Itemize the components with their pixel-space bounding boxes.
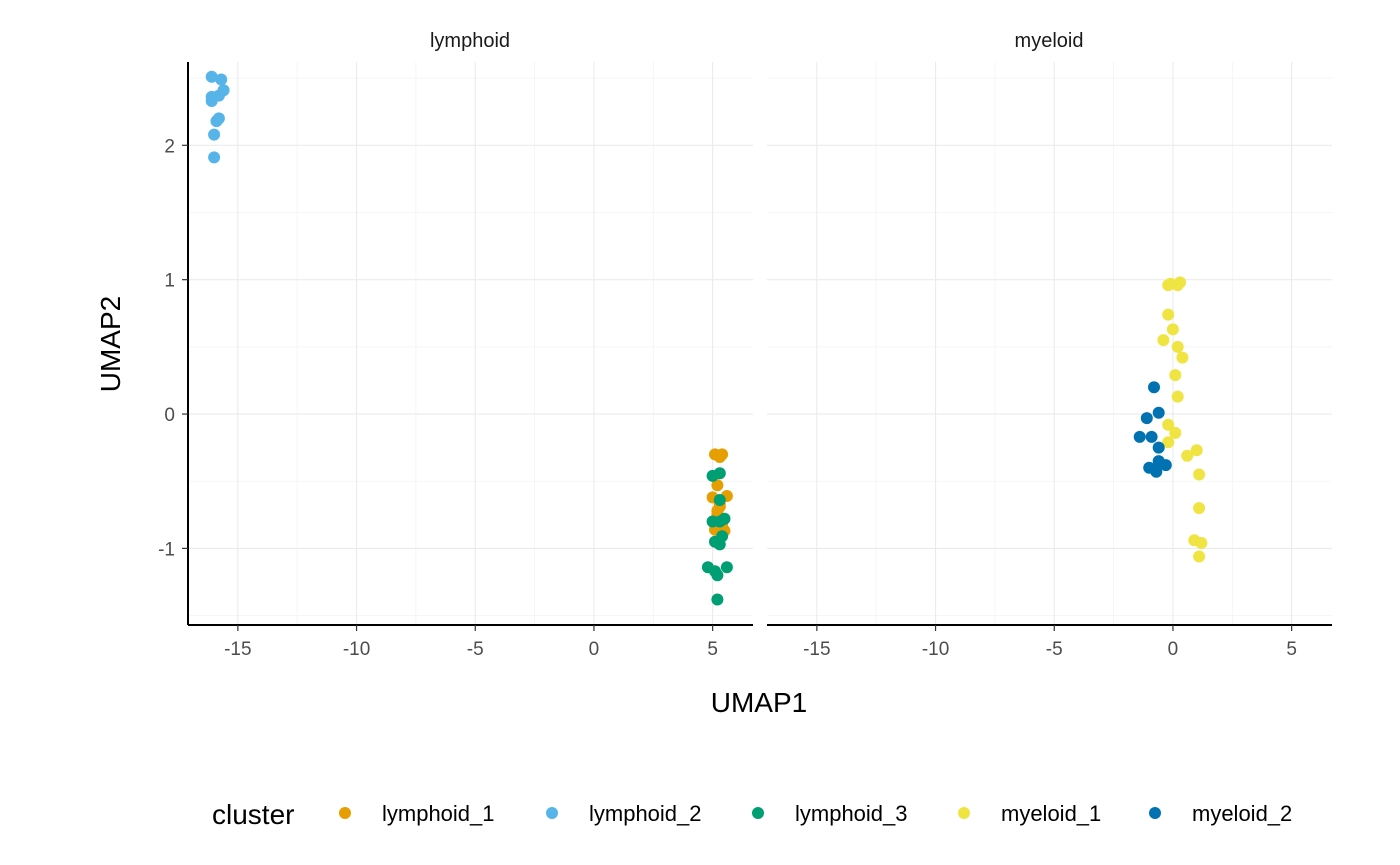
- data-point-lymphoid_3: [713, 494, 726, 506]
- data-point-lymphoid_2: [205, 95, 218, 107]
- panel-myeloid: myeloid: [767, 30, 1332, 625]
- x-tick-label: -10: [922, 639, 949, 660]
- data-point-myeloid_1: [1190, 444, 1203, 457]
- x-tick-label: 0: [589, 639, 600, 660]
- y-tick-label: -1: [158, 539, 175, 560]
- legend-item-lymphoid_3: lymphoid_3: [752, 801, 908, 826]
- data-point-lymphoid_2: [205, 70, 218, 83]
- data-point-lymphoid_2: [208, 151, 221, 164]
- x-tick-label: -5: [1046, 639, 1063, 660]
- data-point-myeloid_1: [1162, 436, 1175, 449]
- data-point-myeloid_2: [1133, 430, 1146, 443]
- facet-strip-label-lymphoid: lymphoid: [430, 30, 510, 52]
- x-tick-label: 0: [1168, 639, 1179, 660]
- legend-title: cluster: [212, 799, 294, 830]
- data-point-lymphoid_3: [711, 593, 724, 606]
- x-tick-label: -10: [343, 639, 370, 660]
- data-point-myeloid_1: [1169, 426, 1182, 439]
- legend-label-lymphoid_1: lymphoid_1: [382, 801, 495, 826]
- data-point-myeloid_2: [1148, 381, 1160, 394]
- data-point-myeloid_1: [1181, 449, 1194, 462]
- x-tick-label: -15: [224, 639, 251, 660]
- data-point-myeloid_2: [1152, 441, 1165, 454]
- data-point-lymphoid_3: [713, 538, 726, 551]
- legend-label-lymphoid_3: lymphoid_3: [795, 801, 908, 826]
- data-point-myeloid_2: [1150, 465, 1163, 478]
- data-point-lymphoid_2: [215, 73, 228, 86]
- y-tick-label: 2: [164, 136, 175, 157]
- points-layer: [205, 70, 1208, 606]
- data-point-lymphoid_3: [706, 515, 719, 528]
- legend-label-myeloid_2: myeloid_2: [1192, 801, 1292, 826]
- panel-background-lymphoid: [188, 62, 753, 625]
- data-point-myeloid_2: [1159, 459, 1172, 472]
- data-point-lymphoid_3: [720, 561, 733, 574]
- data-point-myeloid_1: [1166, 323, 1179, 336]
- data-point-lymphoid_1: [713, 451, 726, 463]
- data-point-myeloid_1: [1195, 537, 1208, 549]
- data-point-myeloid_1: [1171, 390, 1184, 403]
- data-point-myeloid_2: [1140, 412, 1153, 425]
- data-point-myeloid_1: [1193, 502, 1206, 515]
- x-tick-label: -15: [803, 639, 830, 660]
- data-point-lymphoid_3: [711, 569, 724, 582]
- data-point-myeloid_1: [1162, 308, 1175, 321]
- x-tick-label: 5: [1286, 639, 1297, 660]
- data-point-myeloid_1: [1171, 340, 1184, 353]
- data-point-myeloid_1: [1193, 468, 1206, 481]
- legend-label-myeloid_1: myeloid_1: [1001, 801, 1101, 826]
- y-tick-label: 1: [164, 271, 175, 292]
- facet-strip-label-myeloid: myeloid: [1015, 30, 1084, 52]
- legend-key-lymphoid_2: [546, 807, 558, 819]
- data-point-lymphoid_1: [711, 479, 724, 492]
- legend-item-lymphoid_2: lymphoid_2: [546, 801, 702, 826]
- data-point-myeloid_1: [1176, 351, 1189, 364]
- data-point-myeloid_1: [1157, 334, 1170, 347]
- data-point-lymphoid_2: [210, 115, 223, 128]
- legend-key-lymphoid_3: [752, 807, 764, 819]
- x-tick-label: 5: [707, 639, 718, 660]
- y-tick-label: 0: [164, 405, 175, 426]
- legend-key-myeloid_1: [958, 807, 970, 819]
- data-point-myeloid_1: [1162, 418, 1175, 431]
- legend-item-myeloid_2: myeloid_2: [1149, 801, 1292, 826]
- legend-item-myeloid_1: myeloid_1: [958, 801, 1101, 826]
- data-point-myeloid_2: [1152, 406, 1165, 419]
- data-point-myeloid_2: [1145, 430, 1158, 443]
- legend-item-lymphoid_1: lymphoid_1: [339, 801, 495, 826]
- data-point-lymphoid_2: [208, 128, 221, 141]
- legend-key-myeloid_2: [1149, 807, 1161, 819]
- x-axis-title: UMAP1: [711, 687, 807, 718]
- y-axis-title: UMAP2: [95, 296, 126, 392]
- legend-key-lymphoid_1: [339, 807, 351, 819]
- legend-label-lymphoid_2: lymphoid_2: [589, 801, 702, 826]
- data-point-lymphoid_3: [713, 467, 726, 480]
- panel-background-myeloid: [767, 62, 1332, 625]
- data-point-myeloid_1: [1169, 369, 1182, 382]
- legend: cluster lymphoid_1 lymphoid_2 lymphoid_3 my…: [212, 799, 1292, 830]
- data-point-myeloid_1: [1171, 279, 1184, 292]
- panel-lymphoid: lymphoid: [188, 30, 753, 625]
- data-point-myeloid_1: [1193, 550, 1206, 563]
- x-tick-label: -5: [467, 639, 484, 660]
